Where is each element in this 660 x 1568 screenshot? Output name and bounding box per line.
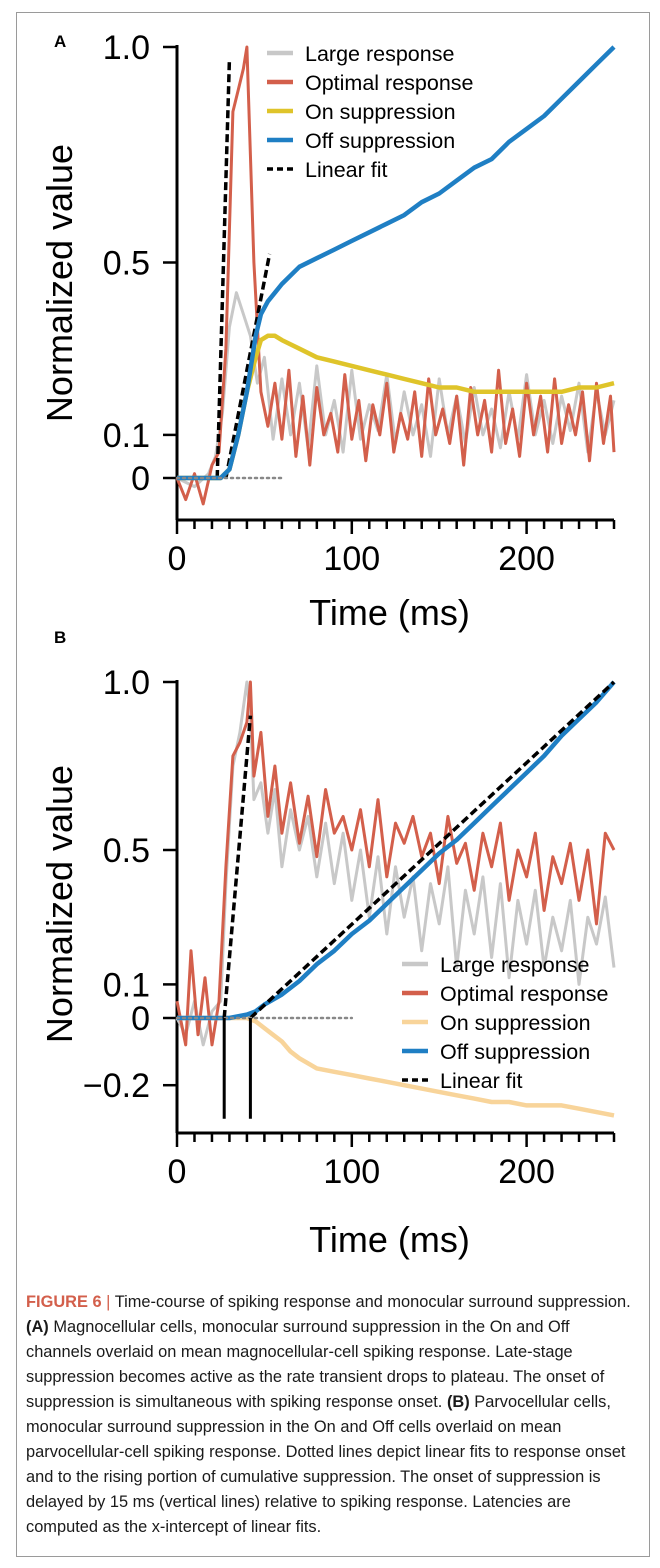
series-linear-fit (249, 680, 616, 1020)
panel-label: A (54, 32, 66, 51)
figure-caption: FIGURE 6 | Time-course of spiking respon… (26, 1290, 636, 1540)
legend-label: On suppression (305, 100, 456, 124)
panel-label: B (54, 628, 66, 647)
caption-a-label: (A) (26, 1318, 49, 1336)
caption-separator: | (106, 1293, 111, 1311)
y-tick-label: 0.1 (103, 417, 150, 455)
chart-panel-A: A 0 100 200 0 0.1 0.5 1.0 Time (ms) Normalized va… (39, 29, 616, 633)
caption-b-label: (B) (446, 1393, 470, 1411)
y-tick-label: 0 (131, 1000, 150, 1038)
series-linear-fit (222, 715, 253, 1019)
x-tick-label: 200 (498, 540, 555, 578)
x-tick-label: 100 (323, 540, 380, 578)
legend-label: Large response (305, 42, 454, 66)
y-axis-label: Normalized value (39, 144, 80, 422)
legend-label: Optimal response (440, 982, 609, 1006)
figure-label: FIGURE 6 (26, 1293, 102, 1311)
x-axis-label: Time (ms) (309, 592, 470, 633)
legend-label: Optimal response (305, 71, 474, 95)
x-tick-label: 0 (168, 540, 187, 578)
caption-intro: Time-course of spiking response and mono… (114, 1293, 631, 1311)
legend-label: Large response (440, 953, 589, 977)
series-linear-fit (224, 253, 272, 479)
y-tick-label: 0.5 (103, 832, 150, 870)
x-axis-label: Time (ms) (309, 1219, 470, 1260)
caption-a-text: Magnocellular cells, monocular surround … (26, 1318, 605, 1411)
x-tick-label: 0 (168, 1153, 187, 1191)
caption-b-text: Parvocellular cells, monocular surround … (26, 1393, 626, 1536)
y-tick-label: 0.5 (103, 245, 150, 283)
y-tick-label: −0.2 (83, 1067, 150, 1105)
series-linear-fit (215, 59, 232, 479)
y-tick-label: 1.0 (103, 29, 150, 67)
y-tick-label: 1.0 (103, 664, 150, 702)
legend-label: On suppression (440, 1011, 591, 1035)
series-off-suppression (177, 45, 616, 481)
y-axis-label: Normalized value (39, 765, 80, 1043)
legend-label: Linear fit (305, 158, 387, 182)
legend-label: Linear fit (440, 1069, 522, 1093)
x-tick-label: 200 (498, 1153, 555, 1191)
series-off-suppression (177, 680, 616, 1021)
series-optimal-response (175, 45, 616, 506)
x-tick-label: 100 (323, 1153, 380, 1191)
series-optimal-response (175, 680, 616, 1047)
y-tick-label: 0.1 (103, 966, 150, 1004)
series-on-suppression (177, 1015, 615, 1118)
legend-label: Off suppression (440, 1040, 590, 1064)
y-tick-label: 0 (131, 460, 150, 498)
legend-label: Off suppression (305, 129, 455, 153)
figure-frame (16, 12, 650, 1557)
